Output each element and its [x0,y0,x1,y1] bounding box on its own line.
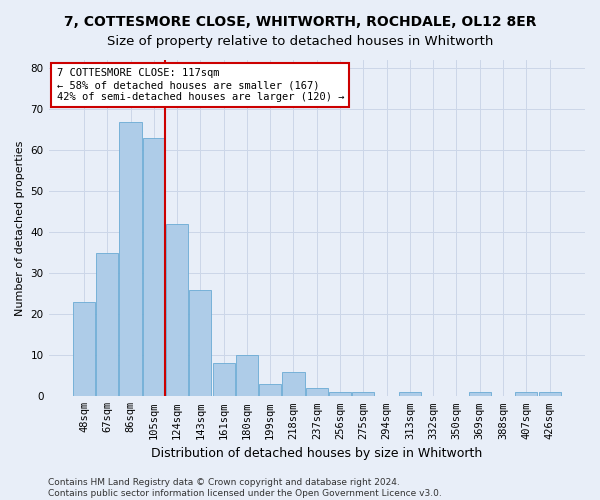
X-axis label: Distribution of detached houses by size in Whitworth: Distribution of detached houses by size … [151,447,482,460]
Bar [329,392,351,396]
Bar [469,392,491,396]
Bar [259,384,281,396]
Bar [283,372,305,396]
Text: 7 COTTESMORE CLOSE: 117sqm
← 58% of detached houses are smaller (167)
42% of sem: 7 COTTESMORE CLOSE: 117sqm ← 58% of deta… [56,68,344,102]
Y-axis label: Number of detached properties: Number of detached properties [15,140,25,316]
Bar [143,138,165,396]
Bar [515,392,538,396]
Bar [212,364,235,396]
Bar [539,392,560,396]
Text: 7, COTTESMORE CLOSE, WHITWORTH, ROCHDALE, OL12 8ER: 7, COTTESMORE CLOSE, WHITWORTH, ROCHDALE… [64,15,536,29]
Bar [96,253,118,396]
Bar [166,224,188,396]
Text: Size of property relative to detached houses in Whitworth: Size of property relative to detached ho… [107,35,493,48]
Bar [306,388,328,396]
Text: Contains HM Land Registry data © Crown copyright and database right 2024.
Contai: Contains HM Land Registry data © Crown c… [48,478,442,498]
Bar [352,392,374,396]
Bar [73,302,95,396]
Bar [236,356,258,397]
Bar [399,392,421,396]
Bar [190,290,211,397]
Bar [119,122,142,396]
